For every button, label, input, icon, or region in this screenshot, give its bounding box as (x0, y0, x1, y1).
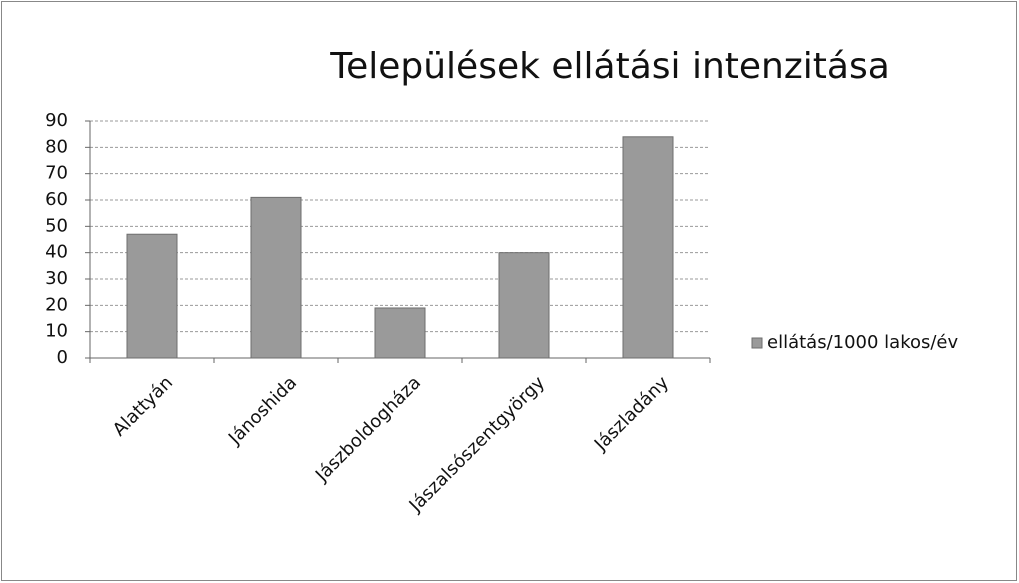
y-tick-label: 20 (45, 294, 68, 315)
bar (374, 307, 426, 359)
y-tick-label: 30 (45, 268, 68, 289)
bar (126, 233, 178, 359)
y-tick-label: 70 (45, 163, 68, 184)
y-tick-label: 40 (45, 242, 68, 263)
bar (250, 196, 302, 359)
y-tick-label: 10 (45, 321, 68, 342)
legend-label: ellátás/1000 lakos/év (767, 332, 959, 353)
y-tick-label: 50 (45, 215, 68, 236)
y-tick-label: 0 (57, 347, 68, 368)
chart-title: Települések ellátási intenzitása (329, 46, 890, 87)
bar (498, 252, 550, 359)
legend-swatch (751, 337, 763, 349)
y-tick-label: 90 (45, 110, 68, 131)
y-tick-label: 60 (45, 189, 68, 210)
y-tick-label: 80 (45, 136, 68, 157)
bar (622, 136, 674, 359)
